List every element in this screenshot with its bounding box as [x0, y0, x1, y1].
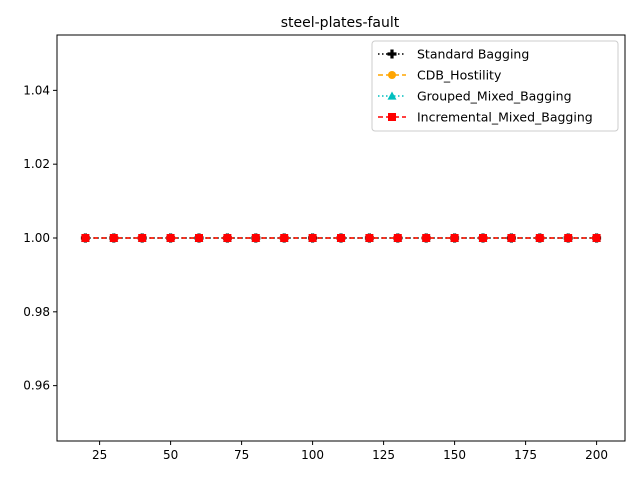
- axes-layer: 25 50 75 100 125 150 175 200 0.96 0.98 1.00 1.02 1.0…: [23, 83, 608, 462]
- x-tick-label: 25: [92, 448, 107, 462]
- x-tick-label: 75: [234, 448, 249, 462]
- legend: Standard Bagging CDB_Hostility Grouped_Mix…: [371, 40, 619, 132]
- y-tick-label: 1.00: [23, 231, 50, 245]
- x-tick-label: 150: [443, 448, 466, 462]
- x-tick-label: 200: [585, 448, 608, 462]
- series-layer: [80, 233, 602, 243]
- plot-frame: [56, 34, 626, 442]
- data-point: [251, 234, 260, 242]
- legend-item: Incremental_Mixed_Bagging: [378, 110, 593, 125]
- legend-item: CDB_Hostility: [378, 68, 502, 83]
- y-tick-label: 1.02: [23, 157, 50, 171]
- data-point: [592, 234, 601, 242]
- data-point: [223, 234, 232, 242]
- data-point: [479, 234, 487, 242]
- data-point: [393, 234, 402, 242]
- legend-item: Standard Bagging: [378, 47, 529, 62]
- legend-box: [371, 40, 619, 132]
- data-point: [422, 234, 431, 242]
- data-point: [365, 234, 374, 242]
- data-point: [109, 234, 118, 242]
- x-tick-label: 175: [514, 448, 537, 462]
- legend-label: Standard Bagging: [417, 47, 529, 62]
- data-point: [166, 234, 175, 242]
- data-point: [81, 234, 90, 242]
- x-tick-label: 50: [163, 448, 178, 462]
- x-tick-label: 125: [372, 448, 395, 462]
- chart-title: steel-plates-fault: [281, 15, 400, 31]
- legend-marker: [388, 71, 396, 79]
- data-point: [450, 234, 459, 242]
- legend-marker: [387, 91, 397, 100]
- data-point: [195, 234, 203, 242]
- x-tick-label: 100: [301, 448, 324, 462]
- data-point: [507, 234, 516, 242]
- series-incremental-mixed-bagging: [81, 234, 601, 242]
- data-point: [337, 234, 345, 242]
- legend-item: Grouped_Mixed_Bagging: [378, 89, 572, 104]
- legend-marker: [388, 113, 396, 121]
- data-point: [535, 234, 544, 242]
- y-tick-label: 0.98: [23, 305, 50, 319]
- data-point: [564, 234, 573, 242]
- legend-label: Incremental_Mixed_Bagging: [417, 110, 593, 125]
- y-tick-label: 0.96: [23, 379, 50, 393]
- data-point: [308, 234, 317, 242]
- data-point: [138, 234, 147, 242]
- legend-label: CDB_Hostility: [417, 68, 502, 83]
- legend-label: Grouped_Mixed_Bagging: [417, 89, 572, 104]
- data-point: [280, 234, 289, 242]
- y-tick-label: 1.04: [23, 83, 50, 97]
- legend-marker: [387, 49, 397, 59]
